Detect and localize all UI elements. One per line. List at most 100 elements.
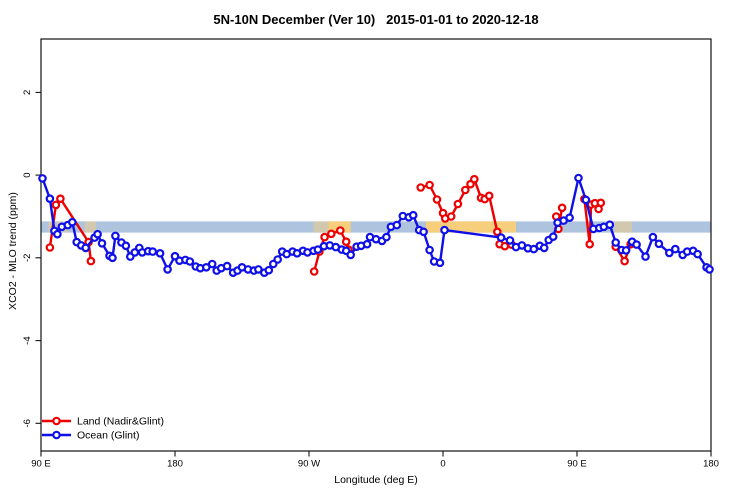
data-point (56, 194, 65, 204)
x-tick-label: 180 (167, 459, 183, 470)
data-point (492, 227, 502, 237)
legend-label: Land (Nadir&Glint) (77, 416, 164, 428)
plot-border (40, 38, 712, 452)
data-point (53, 229, 62, 239)
data-point (585, 239, 595, 249)
x-axis-tick-labels: 90 E 180 90 W 0 90 E 180 (31, 459, 719, 470)
data-point (163, 265, 172, 274)
data-point (705, 265, 714, 274)
x-axis-label: Longitude (deg E) (334, 474, 418, 486)
geo-band-land-faint (614, 221, 633, 233)
data-point (341, 237, 351, 247)
data-point (496, 233, 506, 242)
data-point (207, 259, 217, 269)
legend-item: Ocean (Glint) (42, 430, 139, 442)
data-point (425, 180, 434, 190)
ocean-series (38, 173, 714, 278)
data-point (596, 198, 606, 208)
geo-band-land-faint (313, 221, 329, 233)
data-point (97, 239, 107, 248)
data-point (93, 229, 102, 239)
data-point (148, 247, 158, 256)
data-point (392, 220, 402, 230)
data-point (419, 227, 428, 237)
geo-band-land (425, 221, 516, 233)
geo-band-land-faint (84, 221, 97, 233)
data-point (565, 213, 574, 223)
data-point (222, 261, 232, 271)
data-point (382, 232, 391, 242)
y-tick-label: -4 (22, 336, 33, 344)
data-point (273, 255, 283, 264)
geo-band-land-faint (48, 221, 55, 233)
data-point (500, 241, 510, 251)
data-point (346, 250, 356, 260)
y-tick-label: -6 (22, 419, 33, 427)
data-point (529, 244, 539, 254)
data-point (484, 191, 494, 201)
x-tick-label: 90 W (298, 459, 320, 470)
data-point (51, 200, 61, 210)
data-point (611, 238, 621, 247)
chart-title: 5N-10N December (Ver 10) 2015-01-01 to 2… (213, 12, 539, 27)
x-tick-label: 180 (703, 459, 719, 470)
data-point (670, 244, 680, 254)
data-point (557, 203, 567, 213)
legend-item: Land (Nadir&Glint) (42, 416, 164, 428)
data-point (693, 249, 702, 259)
data-point (335, 226, 345, 235)
data-point (121, 241, 131, 251)
data-point (416, 183, 426, 192)
y-axis (35, 91, 41, 424)
data-point (460, 185, 470, 195)
legend-label: Ocean (Glint) (77, 430, 139, 442)
data-point (620, 256, 629, 266)
data-point (313, 245, 323, 254)
data-point (539, 243, 549, 253)
data-point (264, 265, 274, 275)
data-point (320, 232, 329, 242)
data-point (185, 257, 195, 266)
data-point (446, 212, 456, 221)
y-tick-label: 0 (22, 172, 33, 177)
data-point (68, 217, 77, 227)
y-tick-label: -2 (22, 254, 33, 262)
data-point (440, 225, 449, 235)
data-point (309, 267, 319, 276)
data-point (621, 246, 631, 255)
data-point (574, 173, 583, 183)
data-point (111, 231, 120, 241)
x-tick-label: 0 (440, 459, 445, 470)
data-point (108, 253, 117, 263)
data-point (453, 199, 463, 209)
data-point (581, 195, 591, 205)
geo-band-ocean (41, 221, 711, 233)
data-point (408, 210, 418, 220)
data-point (664, 248, 674, 258)
data-point (469, 174, 479, 184)
y-axis-tick-labels: 2 0 -2 -4 -6 (22, 90, 33, 428)
data-point (435, 258, 445, 268)
data-point (362, 239, 372, 249)
x-axis (40, 451, 712, 457)
data-point (548, 232, 558, 242)
data-point (45, 194, 55, 204)
y-tick-label: 2 (22, 90, 33, 95)
data-point (86, 256, 96, 266)
data-point (45, 243, 55, 252)
legend: Land (Nadir&Glint) Ocean (Glint) (42, 416, 164, 442)
data-point (641, 252, 650, 261)
data-point (505, 236, 515, 245)
data-point (81, 243, 91, 253)
data-point (632, 240, 641, 249)
data-point (38, 174, 47, 183)
data-point (654, 239, 664, 249)
data-point (432, 195, 442, 204)
data-point (155, 249, 165, 258)
data-point (605, 220, 615, 230)
data-point (326, 229, 336, 239)
data-point (425, 245, 434, 255)
x-tick-label: 90 E (31, 459, 51, 470)
